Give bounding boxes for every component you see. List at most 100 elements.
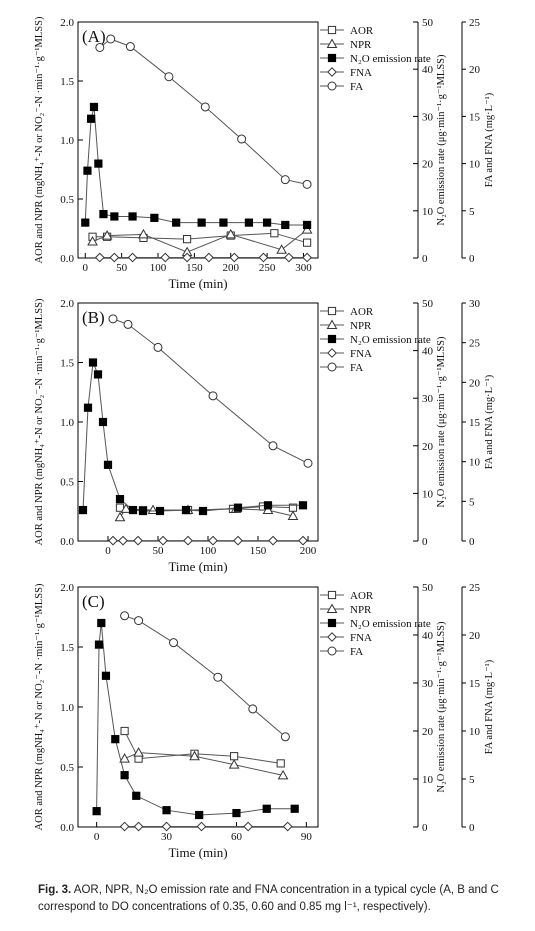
data-point [94,252,105,263]
data-point [128,505,138,515]
mid-y-tick-label: 50 [422,298,434,310]
data-point [120,503,132,513]
mid-y-tick-label: 30 [422,111,434,123]
legend-entry: FA [350,646,363,658]
x-tick-label: 200 [222,262,239,274]
left-y-tick-label: 0.0 [60,822,74,834]
data-point [284,252,294,263]
series-line [124,730,281,764]
x-tick-label: 0 [83,262,89,274]
data-point [164,72,174,82]
legend-marker [326,38,338,48]
right-y-tick-label: 0 [469,536,475,548]
data-point [158,535,168,546]
legend-marker [326,603,338,613]
data-point [81,218,90,227]
right-y-tick-label: 15 [469,678,481,690]
series-3 [119,821,293,832]
x-tick-label: 0 [105,545,111,557]
data-point [97,618,106,628]
x-tick-label: 100 [200,545,217,557]
data-point [204,252,214,263]
data-point [281,220,290,230]
data-point [98,417,108,427]
data-point [182,252,192,263]
panel-label: (B) [82,308,105,327]
data-point [86,114,96,123]
x-tick-label: 50 [153,545,165,557]
data-point [87,235,98,246]
left-y-tick-label: 1.0 [60,417,74,429]
panel-label: (C) [82,592,105,611]
x-axis-label: Time (min) [168,276,227,291]
data-point [213,672,223,682]
data-point [99,210,108,219]
mid-y-axis-label: N₂O emission rate (μg·min⁻¹·g⁻¹MLSS) [436,336,447,508]
data-point [263,501,273,510]
data-point [169,638,179,648]
legend-marker [327,53,337,63]
legend-marker [327,362,337,372]
data-point [225,228,237,239]
data-point [125,42,135,52]
panel-label: (A) [82,27,106,46]
data-point [127,252,138,263]
mid-y-tick-label: 50 [422,17,434,29]
data-point [83,403,93,412]
data-point [244,218,254,227]
x-tick-label: 150 [250,545,267,557]
data-point [94,159,103,168]
chart-panel-c: 0 30 60 90 Time (min) 0.0 0.5 1.0 1.5 2.0 0 10 20 30 4… [34,582,495,860]
legend: AOR NPR N₂O emission rate FNA FA [320,25,431,93]
x-tick-label: 0 [94,831,100,843]
x-axis-label: Time (min) [168,559,227,574]
data-point [232,808,241,818]
legend-entry: NPR [350,604,372,616]
data-point [298,501,308,510]
series-2 [92,618,299,820]
legend-marker [327,67,337,77]
data-point [302,252,312,263]
data-point [133,535,143,546]
right-y-axis-label: FA and FNA (mg·L⁻¹) [484,92,495,187]
right-y-tick-label: 10 [469,159,481,171]
data-point [229,252,240,263]
data-point [106,34,116,44]
mid-y-tick-label: 40 [422,64,434,76]
mid-y-tick-label: 0 [422,536,428,548]
data-point [208,535,218,546]
left-y-tick-label: 1.0 [60,702,74,714]
data-point [108,314,118,324]
data-point [303,458,313,468]
data-point [109,252,120,263]
data-point [237,134,247,144]
right-y-tick-label: 15 [469,111,481,123]
legend-marker [327,348,337,358]
right-y-tick-label: 20 [469,630,481,642]
legend-entry: N₂O emission rate [350,618,431,630]
data-point [108,535,118,546]
series-2 [81,102,312,230]
data-point [277,769,289,780]
data-point [138,228,149,239]
caption-text: AOR, NPR, N₂O emission rate and FNA conc… [38,884,499,913]
left-y-tick-label: 1.5 [60,358,74,370]
data-point [219,218,228,227]
data-point [182,235,192,244]
data-point [119,753,130,763]
x-tick-label: 100 [150,262,167,274]
legend-entry: AOR [350,25,374,37]
mid-y-tick-label: 10 [422,206,434,218]
data-point [88,358,98,367]
data-point [115,495,125,504]
right-y-tick-label: 20 [469,377,481,389]
data-point [120,771,129,780]
data-point [134,616,144,626]
data-point [183,535,193,546]
data-point [198,506,208,516]
data-point [119,821,130,832]
data-point [103,460,113,469]
series-line [82,360,303,512]
mid-y-tick-label: 20 [422,441,434,453]
series-line [112,318,309,464]
